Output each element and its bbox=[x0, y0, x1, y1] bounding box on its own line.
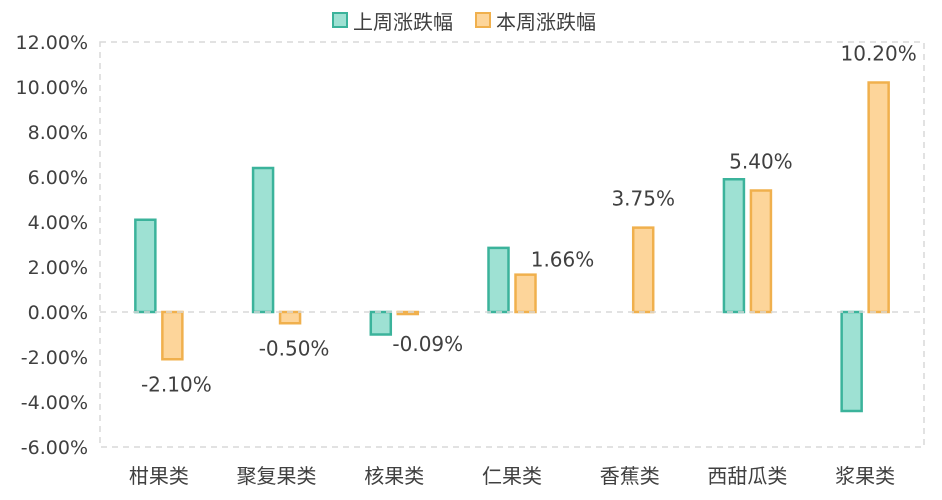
plot-frame bbox=[99, 41, 925, 448]
y-tick-label: -4.00% bbox=[21, 392, 88, 414]
x-tick-label: 仁果类 bbox=[482, 464, 542, 488]
bar-last-week bbox=[722, 178, 746, 314]
x-axis: 柑果类 聚复果类 核果类 仁果类 香蕉类 西甜瓜类 浆果类 bbox=[129, 464, 895, 488]
x-tick-label: 西甜瓜类 bbox=[707, 464, 787, 488]
bar-this-week bbox=[161, 310, 184, 361]
bar-last-week bbox=[487, 246, 510, 314]
bar-this-week bbox=[631, 226, 655, 314]
x-tick-label: 聚复果类 bbox=[237, 464, 317, 488]
legend: 上周涨跌幅 本周涨跌幅 bbox=[332, 10, 596, 34]
bar-this-week bbox=[278, 310, 302, 325]
legend-label: 上周涨跌幅 bbox=[353, 10, 453, 34]
bar-last-week bbox=[134, 218, 157, 314]
data-label: 10.20% bbox=[841, 42, 917, 66]
x-tick-label: 柑果类 bbox=[129, 464, 189, 488]
y-tick-label: 2.00% bbox=[28, 257, 88, 279]
bar-last-week bbox=[369, 310, 393, 336]
bar-this-week bbox=[749, 189, 773, 314]
data-label: 1.66% bbox=[531, 248, 595, 272]
y-tick-label: -6.00% bbox=[21, 437, 88, 459]
bar-this-week bbox=[867, 81, 890, 314]
legend-swatch bbox=[475, 12, 491, 28]
bar-last-week bbox=[251, 166, 275, 314]
data-label: -0.50% bbox=[259, 336, 330, 360]
legend-swatch bbox=[332, 12, 348, 28]
x-tick-label: 浆果类 bbox=[835, 464, 895, 488]
legend-label: 本周涨跌幅 bbox=[496, 10, 596, 34]
bar-this-week bbox=[396, 310, 420, 316]
y-tick-label: 6.00% bbox=[28, 167, 88, 189]
y-tick-label: 4.00% bbox=[28, 212, 88, 234]
x-tick-label: 香蕉类 bbox=[600, 464, 660, 488]
y-tick-label: 10.00% bbox=[16, 77, 88, 99]
y-tick-label: 12.00% bbox=[16, 32, 88, 54]
data-label: -2.10% bbox=[141, 372, 212, 396]
data-label: 5.40% bbox=[729, 150, 793, 174]
y-tick-label: 8.00% bbox=[28, 122, 88, 144]
y-tick-label: 0.00% bbox=[28, 302, 88, 324]
data-label: -0.09% bbox=[392, 332, 463, 356]
bar-last-week bbox=[840, 310, 863, 413]
y-tick-label: -2.00% bbox=[21, 347, 88, 369]
x-tick-label: 核果类 bbox=[364, 464, 424, 488]
bar-this-week bbox=[514, 273, 537, 314]
plot-area: -2.10% -0.50% -0.09% 1.66% 3.75% 5.40% 10.20% bbox=[99, 41, 925, 448]
y-axis: -6.00% -4.00% -2.00% 0.00% 2.00% 4.00% 6.00% 8.… bbox=[16, 32, 88, 459]
data-label: 3.75% bbox=[611, 187, 675, 211]
